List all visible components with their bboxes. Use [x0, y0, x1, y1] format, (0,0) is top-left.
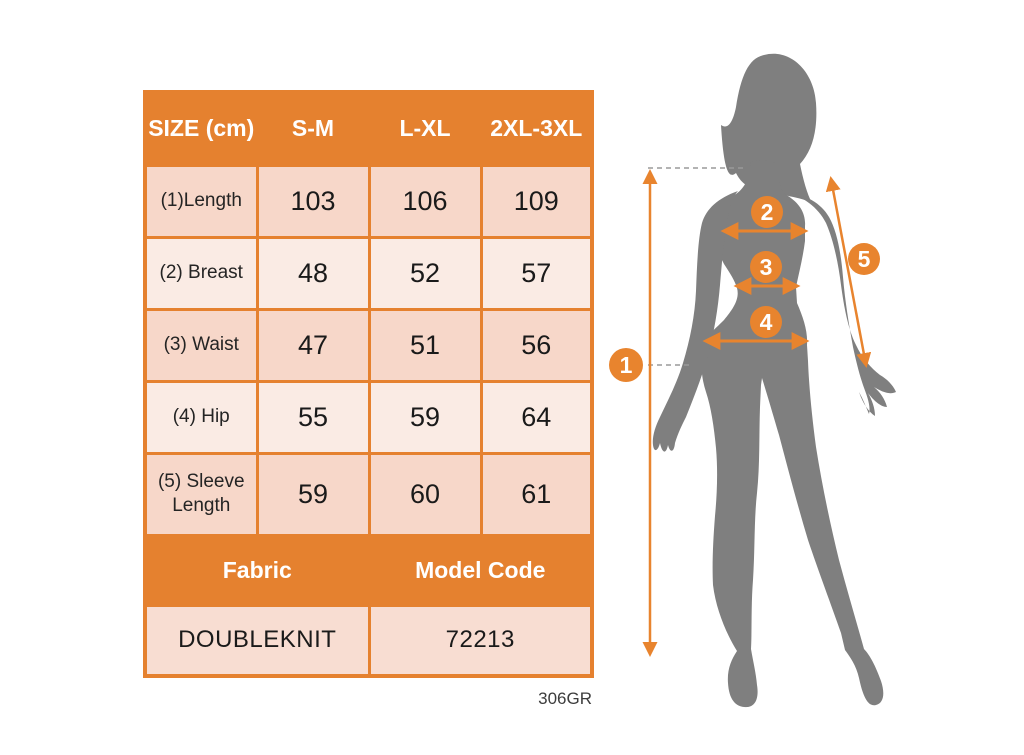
row-label-length: (1)Length	[143, 163, 259, 239]
fabric-value-cell: DOUBLEKNIT	[143, 603, 371, 678]
value-cell: 51	[367, 307, 483, 383]
fabric-header-cell: Fabric	[143, 533, 371, 607]
column-header-s-m: S-M	[255, 90, 371, 167]
female-silhouette-body	[701, 159, 884, 708]
value-cell: 64	[479, 379, 594, 455]
column-header-2xl-3xl: 2XL-3XL	[479, 90, 594, 167]
size-unit-header-cell: SIZE (cm)	[143, 90, 259, 167]
value-cell: 59	[367, 379, 483, 455]
row-label-hip: (4) Hip	[143, 379, 259, 455]
body-measurement-diagram: 1 2 3 4 5	[609, 53, 896, 708]
table-row-sleeve-length: (5) Sleeve Length 59 60 61	[143, 451, 594, 537]
female-silhouette-left-arm	[652, 191, 738, 452]
marker-number-3: 3	[760, 254, 773, 280]
value-cell: 55	[255, 379, 371, 455]
marker-circle-2	[751, 196, 783, 228]
marker-circle-3	[750, 251, 782, 283]
marker-circle-5	[848, 243, 880, 275]
marker-circle-1	[609, 348, 643, 382]
value-cell: 57	[479, 235, 594, 311]
column-header-l-xl: L-XL	[367, 90, 483, 167]
row-label-waist: (3) Waist	[143, 307, 259, 383]
table-row-waist: (3) Waist 47 51 56	[143, 307, 594, 383]
footer-value-row: DOUBLEKNIT 72213	[143, 603, 594, 678]
header-row: SIZE (cm) S-M L-XL 2XL-3XL	[143, 90, 594, 167]
value-cell: 106	[367, 163, 483, 239]
sleeve-arrow	[825, 176, 872, 368]
value-cell: 60	[367, 451, 483, 537]
value-cell: 109	[479, 163, 594, 239]
value-cell: 56	[479, 307, 594, 383]
value-cell: 59	[255, 451, 371, 537]
marker-number-1: 1	[620, 352, 633, 378]
model-code-header-cell: Model Code	[367, 533, 594, 607]
row-label-breast: (2) Breast	[143, 235, 259, 311]
marker-number-5: 5	[858, 246, 871, 272]
table-row-length: (1)Length 103 106 109	[143, 163, 594, 239]
row-label-sleeve-length: (5) Sleeve Length	[143, 451, 259, 537]
value-cell: 48	[255, 235, 371, 311]
table-row-hip: (4) Hip 55 59 64	[143, 379, 594, 455]
table-row-breast: (2) Breast 48 52 57	[143, 235, 594, 311]
marker-circle-4	[750, 306, 782, 338]
value-cell: 103	[255, 163, 371, 239]
value-cell: 61	[479, 451, 594, 537]
model-code-value-cell: 72213	[367, 603, 594, 678]
marker-number-4: 4	[760, 309, 773, 335]
size-chart-table: SIZE (cm) S-M L-XL 2XL-3XL (1)Length 103…	[143, 90, 594, 678]
female-silhouette-head	[721, 53, 817, 203]
footer-header-row: Fabric Model Code	[143, 533, 594, 607]
value-cell: 47	[255, 307, 371, 383]
value-cell: 52	[367, 235, 483, 311]
product-code-note: 306GR	[538, 689, 592, 708]
marker-number-2: 2	[761, 199, 774, 225]
